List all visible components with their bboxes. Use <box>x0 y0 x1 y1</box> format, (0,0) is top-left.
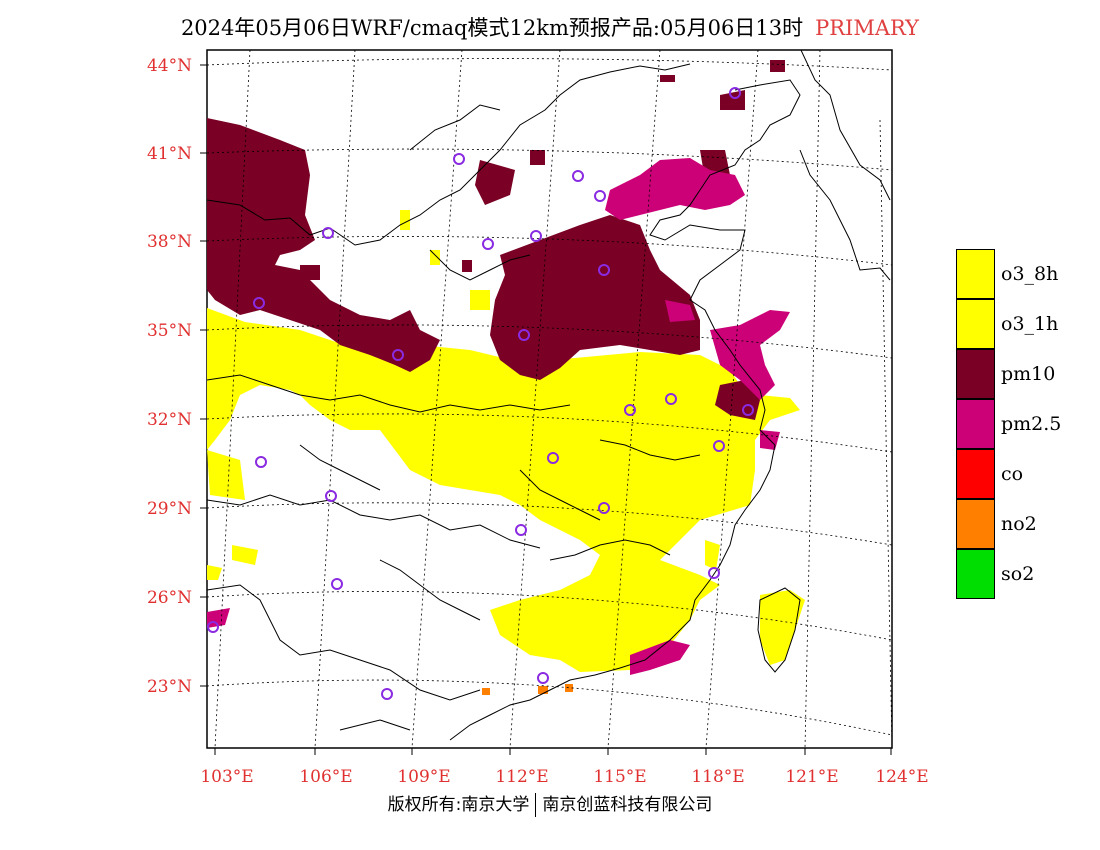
pm25-region-layer <box>207 158 790 675</box>
title-primary-tag: PRIMARY <box>815 16 920 40</box>
lon-label-106: 106°E <box>299 767 352 787</box>
legend-swatch-no2 <box>956 499 995 549</box>
legend-item-pm10: pm10 <box>956 349 1082 399</box>
lon-label-121: 121°E <box>785 767 838 787</box>
copyright-left: 版权所有:南京大学 <box>387 795 530 815</box>
legend-item-co: co <box>956 449 1082 499</box>
lat-label-35: 35°N <box>147 321 192 341</box>
lat-label-44: 44°N <box>147 56 192 76</box>
lat-label-23: 23°N <box>147 677 192 697</box>
pollutant-legend: o3_8h o3_1h pm10 pm2.5 co no2 so2 <box>956 249 1082 599</box>
copyright-footer: 版权所有:南京大学 南京创蓝科技有限公司 <box>0 790 1100 817</box>
legend-label-so2: so2 <box>1001 563 1035 585</box>
legend-swatch-pm25 <box>956 399 995 449</box>
lon-label-103: 103°E <box>200 767 253 787</box>
legend-item-o3-1h: o3_1h <box>956 299 1082 349</box>
legend-swatch-pm10 <box>956 349 995 399</box>
lon-label-118: 118°E <box>691 767 744 787</box>
longitude-axis: 103°E 106°E 109°E 112°E 115°E 118°E 121°… <box>200 748 929 787</box>
copyright-right: 南京创蓝科技有限公司 <box>542 795 713 815</box>
legend-label-no2: no2 <box>1001 513 1037 535</box>
title-text: 2024年05月06日WRF/cmaq模式12km预报产品:05月06日13时 <box>180 16 804 40</box>
legend-swatch-o3-1h <box>956 299 995 349</box>
legend-label-co: co <box>1001 463 1024 485</box>
latitude-axis: 44°N 41°N 38°N 35°N 32°N 29°N 26°N 23°N <box>147 56 207 697</box>
legend-label-o3-8h: o3_8h <box>1001 263 1059 285</box>
lon-label-109: 109°E <box>397 767 450 787</box>
lat-label-29: 29°N <box>147 499 192 519</box>
pm10-region-layer <box>207 60 785 420</box>
legend-swatch-o3-8h <box>956 249 995 299</box>
legend-label-o3-1h: o3_1h <box>1001 313 1059 335</box>
legend-item-no2: no2 <box>956 499 1082 549</box>
boundary-lines <box>207 50 891 741</box>
legend-item-pm25: pm2.5 <box>956 399 1082 449</box>
legend-label-pm10: pm10 <box>1001 363 1056 385</box>
no2-region-layer <box>482 684 573 695</box>
legend-swatch-so2 <box>956 549 995 599</box>
copyright-separator <box>535 793 537 817</box>
o3-region-layer <box>207 210 805 672</box>
lon-label-112: 112°E <box>495 767 548 787</box>
lat-label-38: 38°N <box>147 232 192 252</box>
lat-label-41: 41°N <box>147 144 192 164</box>
graticule <box>207 50 892 748</box>
lon-label-124: 124°E <box>875 767 928 787</box>
legend-swatch-co <box>956 449 995 499</box>
lat-label-32: 32°N <box>147 410 192 430</box>
station-markers <box>207 87 754 700</box>
legend-label-pm25: pm2.5 <box>1001 413 1062 435</box>
map-title: 2024年05月06日WRF/cmaq模式12km预报产品:05月06日13时 P… <box>0 12 1100 42</box>
legend-item-o3-8h: o3_8h <box>956 249 1082 299</box>
lat-label-26: 26°N <box>147 588 192 608</box>
lon-label-115: 115°E <box>593 767 646 787</box>
legend-item-so2: so2 <box>956 549 1082 599</box>
